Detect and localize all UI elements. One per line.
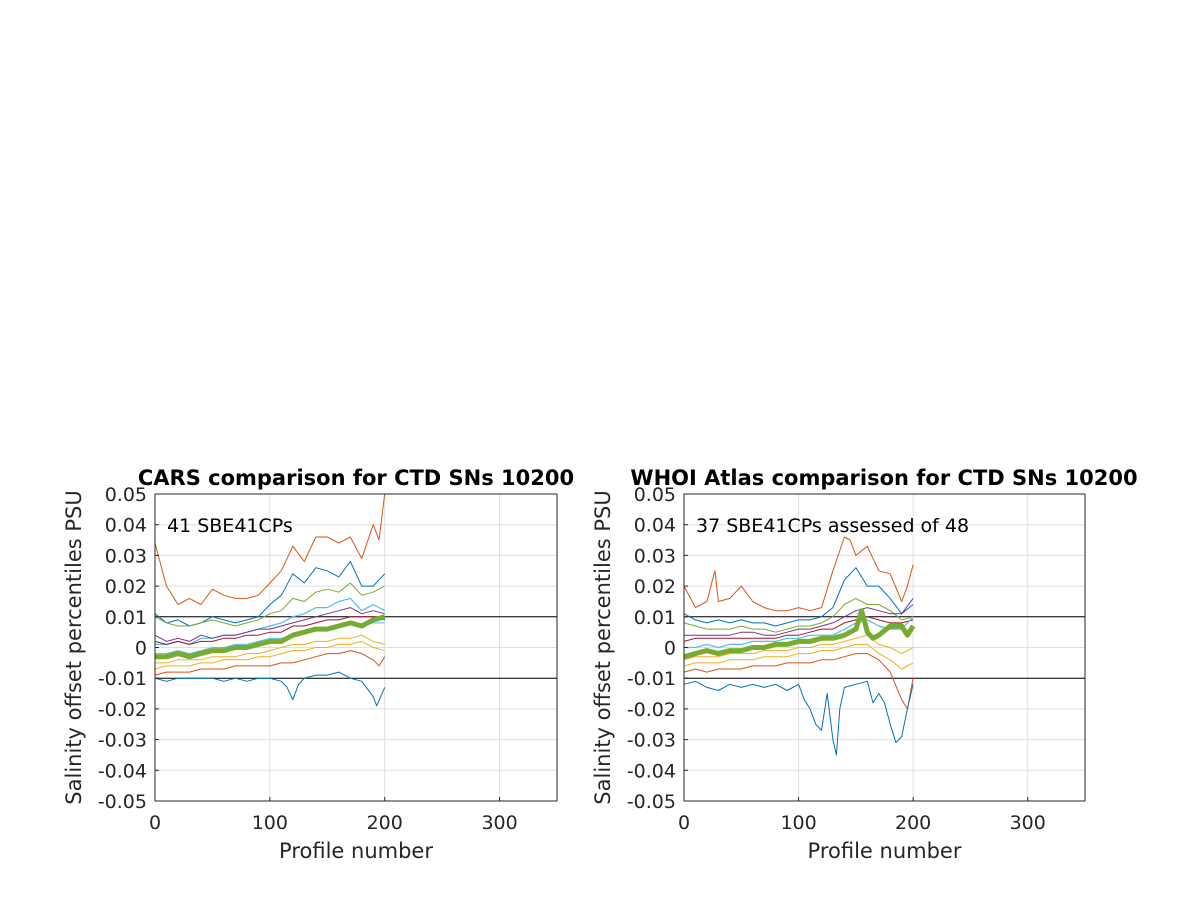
whoi-x-tick-label: 200 [895, 812, 931, 834]
whoi-y-tick-label: -0.03 [627, 730, 676, 752]
cars-y-tick-label: -0.04 [98, 760, 147, 782]
cars-series-line-10 [154, 671, 386, 707]
cars-series-line-9 [154, 650, 386, 676]
whoi-series-line-0 [683, 536, 914, 612]
whoi-x-tick-label: 0 [678, 812, 690, 834]
whoi-series-line-2 [683, 597, 914, 633]
whoi-series-line-3 [684, 598, 914, 636]
whoi-series-line-6 [683, 634, 914, 661]
whoi-series-line-10 [683, 608, 916, 660]
whoi-series-line-9 [683, 680, 914, 756]
cars-y-tick-label: -0.05 [98, 791, 147, 813]
cars-y-tick-label: 0 [135, 638, 147, 660]
cars-y-tick-label: 0.05 [105, 484, 147, 506]
whoi-annotation: 37 SBE41CPs assessed of 48 [696, 515, 969, 537]
cars-y-tick-label: 0.03 [105, 545, 147, 567]
whoi-series-line-1 [683, 567, 914, 627]
cars-series-line-5 [154, 616, 385, 645]
whoi-y-tick-label: -0.04 [627, 760, 676, 782]
whoi-series-group [683, 536, 916, 756]
cars-series-line-8 [154, 640, 385, 670]
whoi-reference-lines [684, 616, 1085, 679]
cars-y-tick-label: 0.01 [105, 607, 147, 629]
whoi-y-tick-label: 0.02 [634, 576, 676, 598]
cars-x-tick-label: 100 [252, 812, 288, 834]
cars-series-line-0 [154, 493, 386, 605]
cars-y-tick-label: -0.02 [98, 699, 147, 721]
cars-annotation: 41 SBE41CPs [167, 515, 293, 537]
cars-x-tick-label: 200 [367, 812, 403, 834]
whoi-y-tick-label: 0.03 [634, 545, 676, 567]
whoi-y-tick-label: -0.01 [627, 668, 676, 690]
whoi-y-tick-label: 0.04 [634, 515, 676, 537]
cars-y-tick-label: 0.04 [105, 515, 147, 537]
whoi-chart-title: WHOI Atlas comparison for CTD SNs 10200 [630, 466, 1137, 490]
whoi-x-tick-label: 300 [1010, 812, 1046, 834]
cars-ticks: 0 100 200 300 -0.05 -0.04 -0.03 -0.02 -0.01 0 0.01… [98, 484, 518, 834]
cars-y-tick-label: 0.02 [105, 576, 147, 598]
cars-y-axis-label: Salinity offset percentiles PSU [62, 490, 86, 804]
whoi-comparison-panel: 0 100 200 300 -0.05 -0.04 -0.03 -0.02 -0.01 0 0.01… [591, 466, 1138, 863]
cars-series-group [154, 493, 386, 707]
cars-y-tick-label: -0.03 [98, 730, 147, 752]
cars-x-axis-label: Profile number [279, 839, 433, 863]
cars-series-line-11 [155, 614, 386, 660]
whoi-series-line-7 [683, 643, 914, 670]
cars-x-tick-label: 300 [481, 812, 517, 834]
whoi-y-axis-label: Salinity offset percentiles PSU [591, 490, 615, 804]
whoi-series-line-5 [684, 616, 914, 649]
whoi-y-tick-label: -0.02 [627, 699, 676, 721]
cars-y-tick-label: -0.01 [98, 668, 147, 690]
whoi-y-tick-label: 0 [664, 638, 676, 660]
whoi-x-axis-label: Profile number [808, 839, 962, 863]
cars-series-line-3 [155, 597, 385, 646]
cars-series-line-7 [155, 634, 385, 664]
cars-series-line-4 [154, 607, 385, 642]
whoi-y-tick-label: -0.05 [627, 791, 676, 813]
cars-series-line-2 [154, 582, 385, 627]
whoi-y-tick-label: 0.01 [634, 607, 676, 629]
cars-comparison-panel: 0 100 200 300 -0.05 -0.04 -0.03 -0.02 -0.01 0 0.01… [62, 466, 574, 863]
whoi-series-line-4 [683, 616, 914, 642]
whoi-series-line-8 [683, 653, 914, 710]
whoi-y-tick-label: 0.05 [634, 484, 676, 506]
cars-x-tick-label: 0 [149, 812, 161, 834]
whoi-x-tick-label: 100 [780, 812, 816, 834]
cars-chart-title: CARS comparison for CTD SNs 10200 [138, 466, 574, 490]
whoi-ticks: 0 100 200 300 -0.05 -0.04 -0.03 -0.02 -0.01 0 0.01… [627, 484, 1046, 834]
